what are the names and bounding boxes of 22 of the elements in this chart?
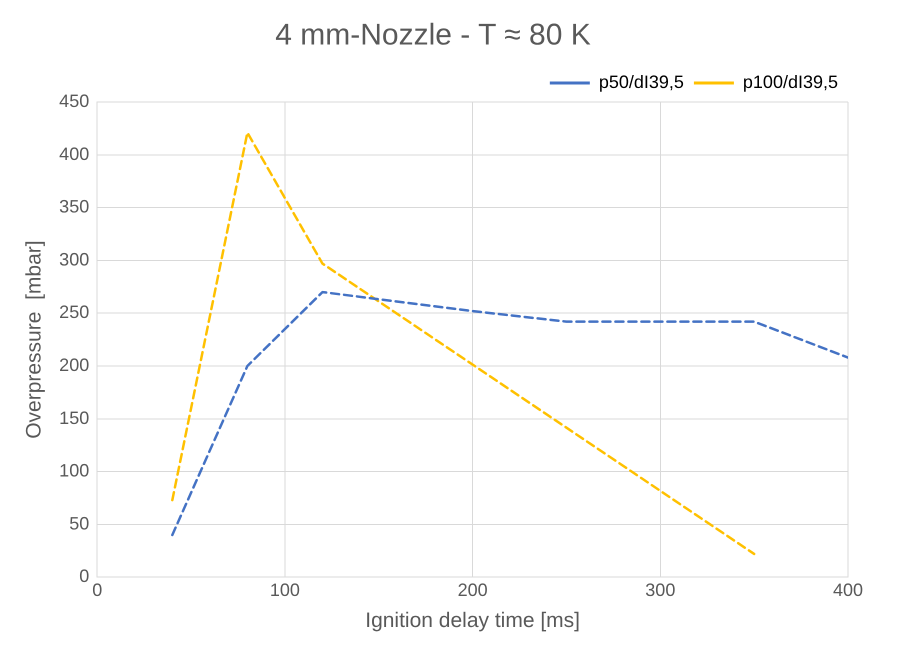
chart-title: 4 mm-Nozzle - T ≈ 80 K <box>275 18 591 52</box>
y-tick-label: 450 <box>59 90 90 111</box>
x-tick-label: 200 <box>458 580 488 600</box>
x-tick-label: 100 <box>270 580 300 600</box>
legend-label: p100/dI39,5 <box>742 72 838 92</box>
y-tick-label: 200 <box>59 354 90 375</box>
x-tick-label: 0 <box>92 580 102 600</box>
line-series <box>171 131 756 556</box>
x-axis-title: Ignition delay time [ms] <box>365 609 580 632</box>
y-tick-label: 250 <box>59 302 90 322</box>
y-tick-label: 150 <box>59 408 90 428</box>
legend-label: p50/dI39,5 <box>598 72 684 92</box>
y-tick-label: 400 <box>59 144 90 164</box>
line-series <box>171 290 848 536</box>
y-tick-label: 350 <box>59 196 90 217</box>
y-tick-label: 0 <box>79 566 90 586</box>
y-tick-label: 50 <box>69 513 90 534</box>
x-tick-label: 300 <box>645 580 676 600</box>
y-tick-label: 300 <box>59 249 90 270</box>
y-axis-title: Overpressure [mbar] <box>22 240 46 439</box>
y-tick-label: 100 <box>59 460 90 481</box>
x-tick-label: 400 <box>832 580 864 600</box>
